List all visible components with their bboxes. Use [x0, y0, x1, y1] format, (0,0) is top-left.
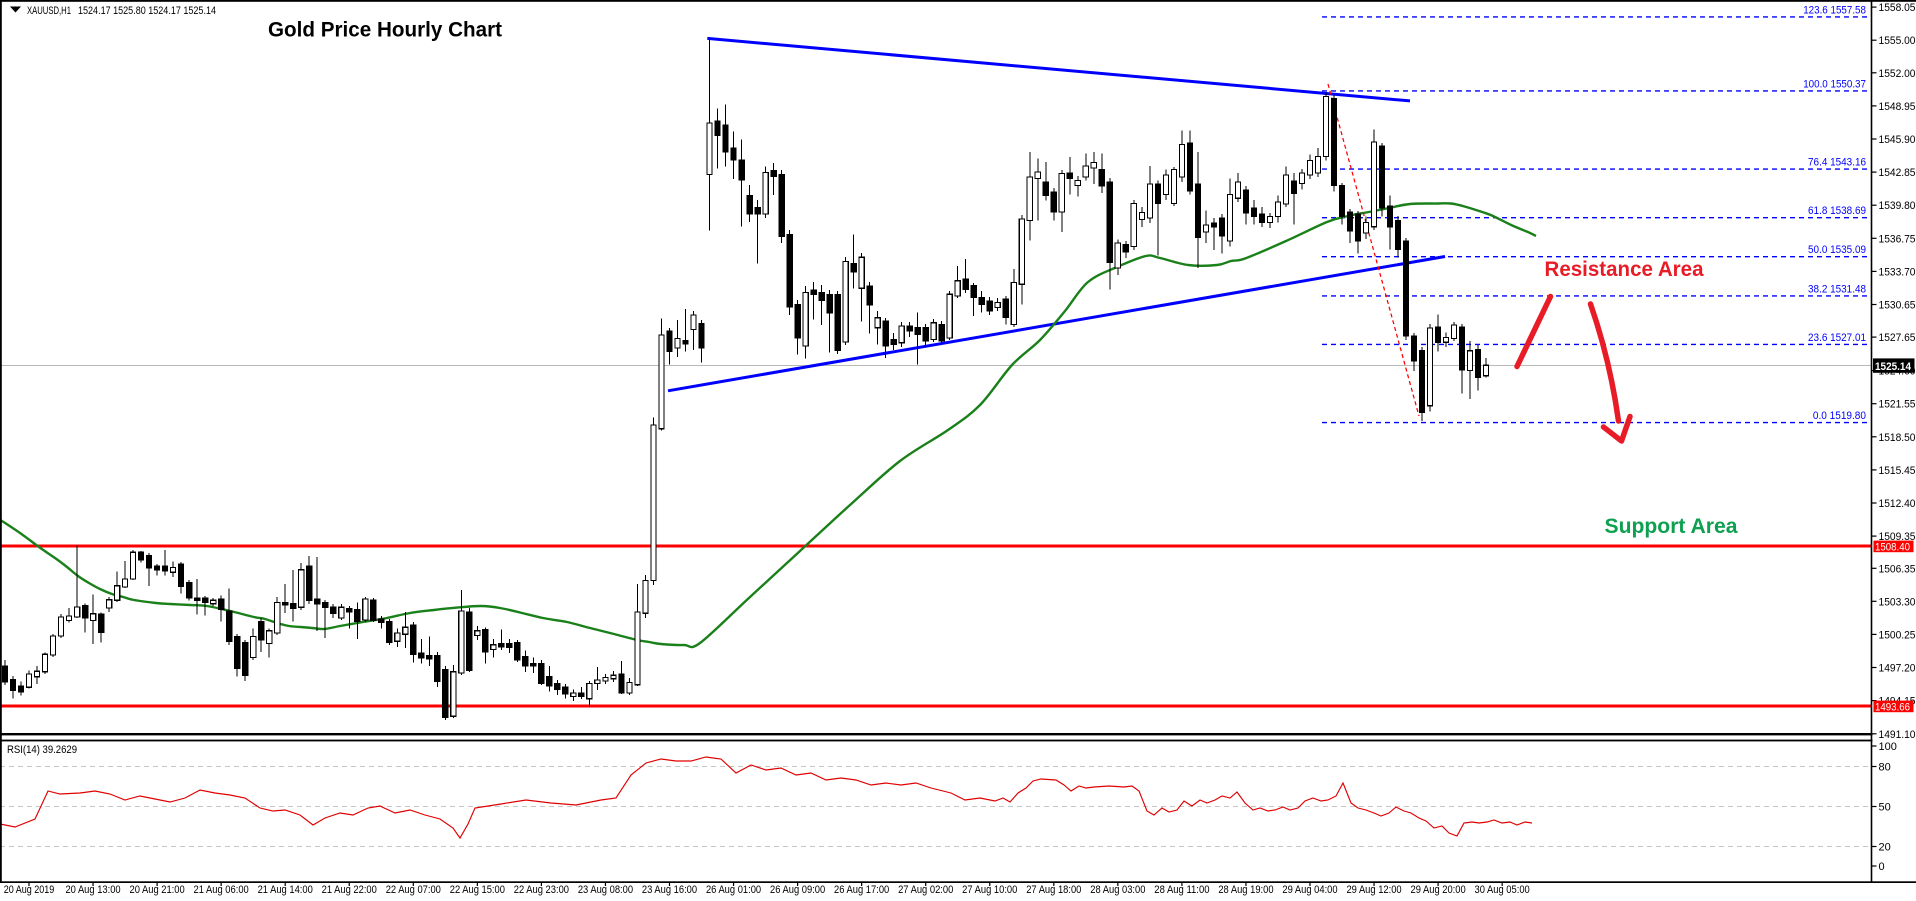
- svg-text:61.8 1538.69: 61.8 1538.69: [1808, 205, 1866, 217]
- svg-text:Resistance Area: Resistance Area: [1545, 257, 1705, 281]
- svg-text:38.2 1531.48: 38.2 1531.48: [1808, 283, 1866, 295]
- svg-text:1506.35: 1506.35: [1879, 563, 1916, 575]
- svg-text:21 Aug 06:00: 21 Aug 06:00: [194, 884, 249, 896]
- svg-text:1521.55: 1521.55: [1879, 399, 1916, 411]
- svg-text:1542.85: 1542.85: [1879, 167, 1916, 179]
- svg-text:29 Aug 20:00: 29 Aug 20:00: [1411, 884, 1466, 896]
- svg-text:1555.00: 1555.00: [1879, 35, 1916, 47]
- svg-text:123.6 1557.58: 123.6 1557.58: [1803, 4, 1866, 16]
- svg-text:1552.00: 1552.00: [1879, 68, 1916, 80]
- svg-text:50.0 1535.09: 50.0 1535.09: [1808, 244, 1866, 256]
- svg-text:26 Aug 01:00: 26 Aug 01:00: [706, 884, 761, 896]
- svg-text:0: 0: [1879, 861, 1885, 873]
- svg-text:27 Aug 18:00: 27 Aug 18:00: [1026, 884, 1081, 896]
- svg-text:0.0 1519.80: 0.0 1519.80: [1813, 410, 1866, 422]
- svg-text:26 Aug 09:00: 26 Aug 09:00: [770, 884, 825, 896]
- svg-text:76.4 1543.16: 76.4 1543.16: [1808, 157, 1866, 169]
- svg-text:Support Area: Support Area: [1605, 514, 1739, 538]
- svg-text:100.0 1550.37: 100.0 1550.37: [1803, 78, 1866, 90]
- svg-text:22 Aug 07:00: 22 Aug 07:00: [386, 884, 441, 896]
- svg-text:27 Aug 10:00: 27 Aug 10:00: [962, 884, 1017, 896]
- svg-text:28 Aug 19:00: 28 Aug 19:00: [1218, 884, 1273, 896]
- svg-text:Gold Price Hourly Chart: Gold Price Hourly Chart: [268, 18, 502, 42]
- svg-text:29 Aug 04:00: 29 Aug 04:00: [1282, 884, 1337, 896]
- svg-text:27 Aug 02:00: 27 Aug 02:00: [898, 884, 953, 896]
- svg-text:26 Aug 17:00: 26 Aug 17:00: [834, 884, 889, 896]
- svg-text:28 Aug 11:00: 28 Aug 11:00: [1154, 884, 1209, 896]
- svg-text:1497.20: 1497.20: [1879, 663, 1916, 675]
- svg-text:22 Aug 15:00: 22 Aug 15:00: [450, 884, 505, 896]
- svg-text:XAUUSD,H1: XAUUSD,H1: [27, 5, 71, 17]
- svg-text:23.6 1527.01: 23.6 1527.01: [1808, 332, 1866, 344]
- svg-text:1558.05: 1558.05: [1879, 2, 1916, 14]
- svg-text:100: 100: [1879, 741, 1897, 753]
- svg-text:20: 20: [1879, 842, 1891, 854]
- svg-text:1491.10: 1491.10: [1879, 729, 1916, 741]
- svg-text:23 Aug 08:00: 23 Aug 08:00: [578, 884, 633, 896]
- svg-text:21 Aug 14:00: 21 Aug 14:00: [258, 884, 313, 896]
- svg-text:1539.80: 1539.80: [1879, 200, 1916, 212]
- svg-text:1508.40: 1508.40: [1875, 541, 1910, 553]
- svg-text:80: 80: [1879, 762, 1891, 774]
- svg-text:1533.70: 1533.70: [1879, 266, 1916, 278]
- svg-text:1536.75: 1536.75: [1879, 233, 1916, 245]
- svg-text:20 Aug 2019: 20 Aug 2019: [4, 884, 55, 896]
- svg-text:1524.17 1525.80 1524.17 1525.1: 1524.17 1525.80 1524.17 1525.14: [78, 5, 216, 17]
- svg-text:1545.90: 1545.90: [1879, 134, 1916, 146]
- svg-text:1530.65: 1530.65: [1879, 300, 1916, 312]
- svg-text:29 Aug 12:00: 29 Aug 12:00: [1346, 884, 1401, 896]
- svg-text:28 Aug 03:00: 28 Aug 03:00: [1090, 884, 1145, 896]
- svg-text:RSI(14) 39.2629: RSI(14) 39.2629: [7, 744, 77, 756]
- svg-text:1512.40: 1512.40: [1879, 498, 1916, 510]
- svg-text:30 Aug 05:00: 30 Aug 05:00: [1475, 884, 1530, 896]
- svg-text:22 Aug 23:00: 22 Aug 23:00: [514, 884, 569, 896]
- svg-text:1503.30: 1503.30: [1879, 596, 1916, 608]
- svg-text:1500.25: 1500.25: [1879, 629, 1916, 641]
- svg-text:1509.35: 1509.35: [1879, 531, 1916, 543]
- svg-text:1525.14: 1525.14: [1875, 361, 1912, 373]
- svg-text:21 Aug 22:00: 21 Aug 22:00: [322, 884, 377, 896]
- svg-text:1518.50: 1518.50: [1879, 432, 1916, 444]
- svg-text:1515.45: 1515.45: [1879, 465, 1916, 477]
- svg-text:1548.95: 1548.95: [1879, 101, 1916, 113]
- svg-text:50: 50: [1879, 802, 1891, 814]
- svg-text:1493.66: 1493.66: [1875, 701, 1910, 713]
- svg-text:20 Aug 21:00: 20 Aug 21:00: [130, 884, 185, 896]
- svg-text:20 Aug 13:00: 20 Aug 13:00: [65, 884, 120, 896]
- svg-text:1527.65: 1527.65: [1879, 332, 1916, 344]
- svg-text:23 Aug 16:00: 23 Aug 16:00: [642, 884, 697, 896]
